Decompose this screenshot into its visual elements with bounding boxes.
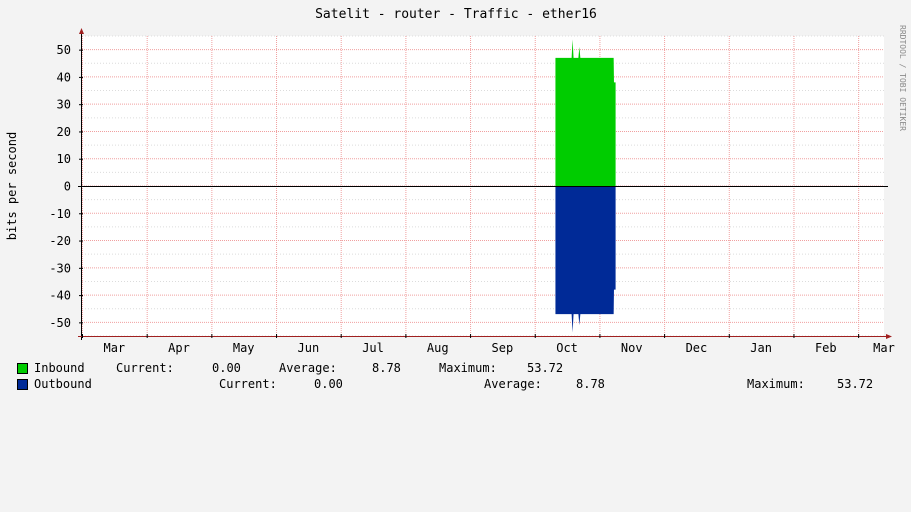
y-axis-label: bits per second [5,132,19,240]
x-tick-label: Nov [621,341,643,355]
legend-name: Outbound [34,377,92,391]
y-tick-label: 10 [57,152,71,166]
legend-current-label: Current: [116,361,174,375]
x-tick-label: Aug [427,341,449,355]
series-areas [555,39,616,333]
y-axis-arrow [79,28,84,34]
x-tick-label: Jul [362,341,384,355]
series-area-outbound [555,186,616,333]
y-tick-label: 50 [57,43,71,57]
x-tick-label: Mar [103,341,125,355]
y-tick-label: -50 [49,316,71,330]
legend-swatch-inbound [17,363,28,374]
legend-average-value: 8.78 [576,377,605,391]
legend-name: Inbound [34,361,85,375]
x-tick-label: Mar [873,341,895,355]
x-axis-arrow [886,334,892,339]
legend-current-value: 0.00 [314,377,343,391]
x-tick-label: Jan [750,341,772,355]
chart-title: Satelit - router - Traffic - ether16 [315,7,597,22]
series-area-inbound [555,39,616,186]
legend-maximum-label: Maximum: [439,361,497,375]
rrdtool-watermark: RRDTOOL / TOBI OETIKER [898,25,907,131]
y-tick-labels: 50 40 30 20 10 0 -10 -20 -30 -40 -50 [49,43,71,330]
legend-average-label: Average: [279,361,337,375]
y-tick-label: 40 [57,70,71,84]
legend-maximum-value: 53.72 [527,361,564,375]
x-tick-label: Oct [556,341,578,355]
legend-inbound: Inbound Current: 0.00 Average: 8.78 Maxi… [17,361,563,376]
y-tick-label: -40 [49,289,71,303]
legend-current-value: 0.00 [212,361,241,375]
legend-average-label: Average: [484,377,542,391]
x-tick-label: Feb [815,341,837,355]
legend-average-value: 8.78 [372,361,401,375]
x-tick-label: May [233,341,255,355]
x-tick-labels: Mar Apr May Jun Jul Aug Sep Oct Nov Dec Jan Feb Mar [103,341,894,355]
y-tick-label: 30 [57,98,71,112]
axes [78,28,892,340]
x-tick-label: Jun [298,341,320,355]
y-tick-label: 20 [57,125,71,139]
legend-swatch-outbound [17,379,28,390]
x-tick-label: Dec [686,341,708,355]
legend-maximum-value: 53.72 [837,377,874,391]
traffic-chart: 50 40 30 20 10 0 -10 -20 -30 -40 -50 Mar Apr May Jun J… [5,7,907,355]
legend-outbound: Outbound Current: 0.00 Average: 8.78 Max… [17,377,873,392]
y-tick-label: -10 [49,207,71,221]
x-tick-label: Apr [168,341,190,355]
legend-current-label: Current: [219,377,277,391]
x-tick-label: Sep [492,341,514,355]
y-tick-label: -20 [49,234,71,248]
y-tick-label: 0 [64,180,71,194]
legend-maximum-label: Maximum: [747,377,805,391]
y-tick-label: -30 [49,261,71,275]
